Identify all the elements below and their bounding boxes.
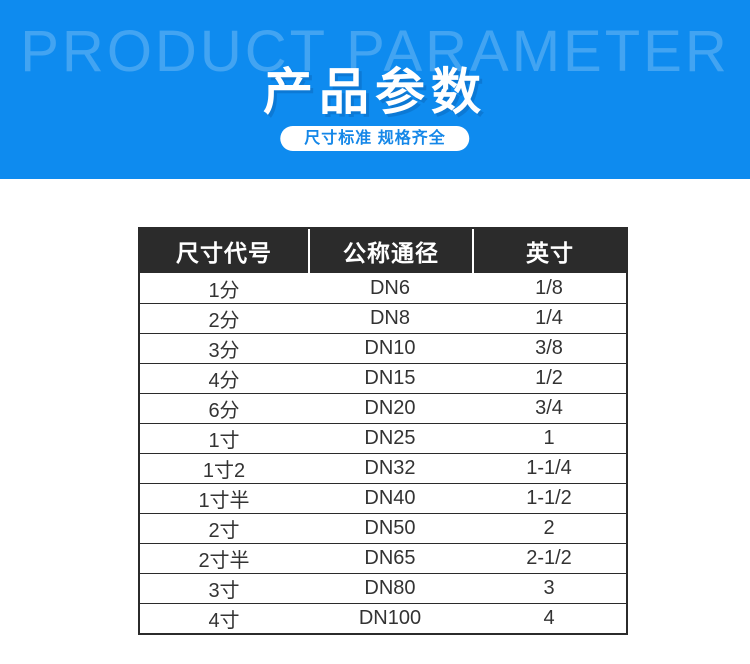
cell-nominal-diameter: DN6 [369,276,410,299]
cell-size-code: 1寸半 [198,490,250,512]
cell-size-code: 2寸 [208,520,240,542]
cell-size-code: 1寸 [208,430,240,452]
header-cell-size-code: 尺寸代号 [176,240,272,266]
cell-size-code: 1寸2 [202,460,246,482]
header-cell-inch: 英寸 [472,229,626,273]
header-cell-nominal-diameter: 公称通径 [308,229,472,273]
table-row: 4分 DN15 1/2 [140,363,626,393]
table-row: 1寸 DN25 1 [140,423,626,453]
page-title: 产品参数 [263,64,487,120]
cell-inch: 1/8 [535,276,563,299]
cell-nominal-diameter: DN65 [364,547,416,569]
cell-size-code: 1分 [208,279,240,302]
cell-nominal-diameter: DN32 [364,457,416,479]
cell-size-code: 2分 [208,310,240,332]
table-row: 1分 DN6 1/8 [140,273,626,303]
cell-size-code: 6分 [208,400,240,422]
cell-size-code: 3寸 [208,580,240,602]
table-row: 2分 DN8 1/4 [140,303,626,333]
table-header-row: 尺寸代号 公称通径 英寸 [140,229,626,273]
cell-inch: 1-1/2 [526,487,572,509]
table-row: 2寸半 DN65 2-1/2 [140,543,626,573]
cell-nominal-diameter: DN80 [364,577,416,599]
cell-inch: 3/4 [535,397,563,419]
cell-nominal-diameter: DN10 [364,337,416,359]
cell-nominal-diameter: DN50 [364,517,416,539]
table-row: 3寸 DN80 3 [140,573,626,603]
cell-inch: 1-1/4 [526,457,572,479]
cell-size-code: 4分 [208,370,240,392]
table-body: 1分 DN6 1/8 2分 DN8 1/4 3分 DN10 3/8 4分 DN15 1/2 6分 DN20… [140,273,626,633]
cell-nominal-diameter: DN25 [364,427,416,449]
cell-inch: 1/4 [535,307,563,329]
cell-nominal-diameter: DN8 [369,307,410,329]
cell-inch: 2 [543,517,555,539]
cell-inch: 3/8 [535,337,563,359]
table-row: 6分 DN20 3/4 [140,393,626,423]
cell-nominal-diameter: DN20 [364,397,416,419]
cell-size-code: 4寸 [208,610,240,632]
table-row: 2寸 DN50 2 [140,513,626,543]
cell-inch: 1/2 [535,367,563,389]
table-row: 4寸 DN100 4 [140,603,626,633]
cell-size-code: 3分 [208,340,240,362]
table-row: 1寸半 DN40 1-1/2 [140,483,626,513]
cell-nominal-diameter: DN100 [358,607,422,629]
banner: PRODUCT PARAMETER 产品参数 尺寸标准 规格齐全 [0,0,750,179]
watermark-text: PRODUCT PARAMETER [20,19,730,84]
cell-inch: 1 [543,427,555,449]
subtitle-pill: 尺寸标准 规格齐全 [280,126,470,151]
cell-inch: 2-1/2 [526,547,572,569]
cell-nominal-diameter: DN40 [364,487,416,509]
cell-nominal-diameter: DN15 [364,367,416,389]
table-row: 3分 DN10 3/8 [140,333,626,363]
cell-size-code: 2寸半 [198,550,250,572]
table-row: 1寸2 DN32 1-1/4 [140,453,626,483]
spec-table: 尺寸代号 公称通径 英寸 1分 DN6 1/8 2分 DN8 1/4 3分 DN10 3/8 4分 DN… [138,227,628,635]
cell-inch: 3 [543,577,555,599]
cell-inch: 4 [543,607,555,629]
